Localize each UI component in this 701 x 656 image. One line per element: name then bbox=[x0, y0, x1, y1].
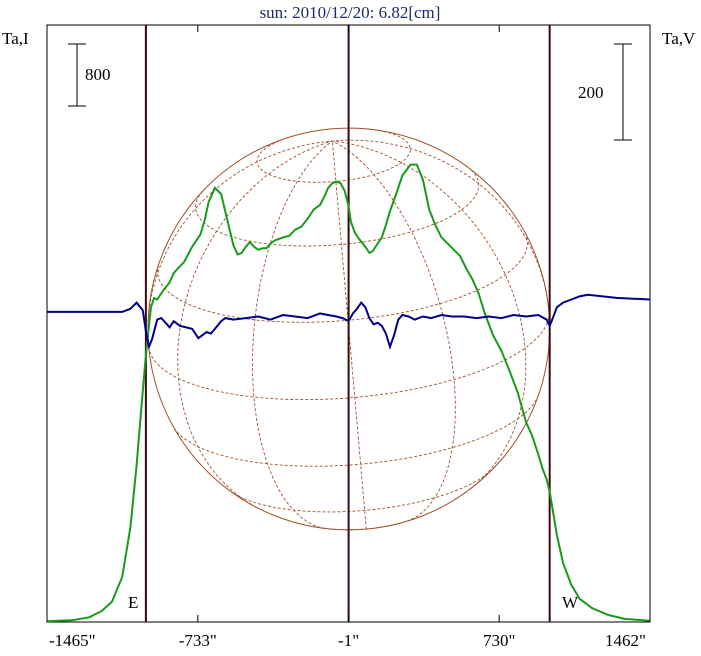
scale-bar-left-label: 800 bbox=[85, 65, 111, 84]
limb-label-east: E bbox=[128, 593, 138, 612]
y-axis-left-label: Ta,I bbox=[2, 29, 29, 48]
disk-meridian bbox=[331, 140, 367, 530]
disk-meridian bbox=[252, 140, 333, 529]
disk-parallel bbox=[256, 128, 411, 183]
x-tick-label: -1" bbox=[338, 631, 359, 650]
scale-bar-right-label: 200 bbox=[578, 83, 604, 102]
series-line-ta-v bbox=[47, 293, 651, 351]
disk-parallel bbox=[330, 522, 403, 531]
disk-parallel bbox=[195, 167, 480, 247]
scale-bar-left: 800 bbox=[68, 43, 111, 107]
x-tick-label: -1465" bbox=[49, 631, 96, 650]
disk-parallel bbox=[230, 468, 494, 513]
x-tick-label: 730" bbox=[483, 631, 515, 650]
x-tick-label: -733" bbox=[179, 631, 217, 650]
disk-meridian bbox=[332, 139, 550, 312]
x-tick-label: 1462" bbox=[605, 631, 646, 650]
disk-parallel bbox=[148, 311, 550, 401]
disk-meridian bbox=[332, 140, 527, 490]
scale-bar-right: 200 bbox=[578, 43, 632, 141]
disk-parallel bbox=[173, 395, 539, 467]
disk-meridian bbox=[177, 140, 333, 508]
data-series bbox=[46, 163, 651, 623]
y-axis-right-label: Ta,V bbox=[662, 29, 696, 48]
disk-meridian bbox=[332, 140, 456, 522]
limb-label-west: W bbox=[562, 593, 579, 612]
disk-meridian bbox=[147, 140, 333, 347]
x-axis-ticks: -1465" -733" -1" 730" 1462" bbox=[46, 25, 651, 650]
chart-title: sun: 2010/12/20: 6.82[cm] bbox=[260, 3, 441, 22]
series-line-ta-i bbox=[46, 163, 651, 623]
